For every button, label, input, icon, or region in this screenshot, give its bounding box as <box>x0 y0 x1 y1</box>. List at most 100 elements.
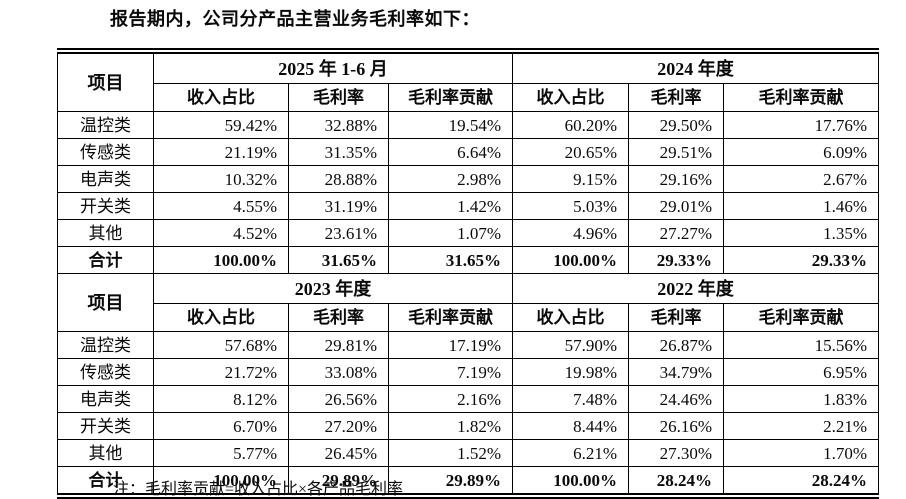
cell-value: 21.19% <box>153 138 289 166</box>
cell-value: 15.56% <box>723 331 880 359</box>
cell-value: 17.19% <box>387 331 514 359</box>
cell-value: 9.15% <box>512 165 630 193</box>
cell-value: 29.51% <box>628 138 725 166</box>
cell-value: 29.33% <box>628 246 725 274</box>
cell-value: 19.54% <box>387 111 514 139</box>
cell-value: 19.98% <box>512 358 630 386</box>
cell-value: 28.24% <box>723 466 880 497</box>
cell-value: 31.35% <box>288 138 389 166</box>
cell-value: 1.42% <box>387 192 514 220</box>
cell-value: 23.61% <box>288 219 389 247</box>
cell-value: 29.33% <box>723 246 880 274</box>
cell-value: 5.77% <box>153 439 289 467</box>
cell-value: 34.79% <box>628 358 725 386</box>
cell-value: 57.90% <box>512 331 630 359</box>
gross-margin-table: 项目 2025 年 1-6 月 2024 年度 收入占比 毛利率 毛利率贡献 收… <box>57 48 880 499</box>
row-label: 温控类 <box>57 111 154 139</box>
cell-value: 31.65% <box>387 246 514 274</box>
cell-value: 28.24% <box>628 466 725 497</box>
cell-value: 10.32% <box>153 165 289 193</box>
row-label: 开关类 <box>57 192 154 220</box>
col-header-margin-contribution: 毛利率贡献 <box>387 303 514 332</box>
cell-value: 31.19% <box>288 192 389 220</box>
cell-value: 4.55% <box>153 192 289 220</box>
page-title: 报告期内，公司分产品主营业务毛利率如下： <box>110 9 480 29</box>
col-header-margin-contribution: 毛利率贡献 <box>723 303 880 332</box>
row-label: 温控类 <box>57 331 154 359</box>
cell-value: 26.87% <box>628 331 725 359</box>
cell-value: 5.03% <box>512 192 630 220</box>
cell-value: 29.01% <box>628 192 725 220</box>
item-header: 项目 <box>57 50 154 112</box>
col-header-margin-contribution: 毛利率贡献 <box>723 83 880 112</box>
col-header-revenue-share: 收入占比 <box>512 303 630 332</box>
table-row-total: 合计 100.00% 31.65% 31.65% 100.00% 29.33% … <box>57 246 880 274</box>
table-row: 传感类 21.72% 33.08% 7.19% 19.98% 34.79% 6.… <box>57 358 880 386</box>
table-row: 其他 5.77% 26.45% 1.52% 6.21% 27.30% 1.70% <box>57 439 880 467</box>
cell-value: 21.72% <box>153 358 289 386</box>
cell-value: 2.98% <box>387 165 514 193</box>
period-header-2023: 2023 年度 <box>152 273 514 304</box>
cell-value: 2.21% <box>723 412 880 440</box>
col-header-revenue-share: 收入占比 <box>153 83 289 112</box>
cell-value: 26.16% <box>628 412 725 440</box>
row-label: 合计 <box>57 246 154 274</box>
cell-value: 1.83% <box>723 385 880 413</box>
cell-value: 27.20% <box>288 412 389 440</box>
row-label: 传感类 <box>57 358 154 386</box>
table-row: 开关类 6.70% 27.20% 1.82% 8.44% 26.16% 2.21… <box>57 412 880 440</box>
cell-value: 29.89% <box>387 466 514 497</box>
table-row: 开关类 4.55% 31.19% 1.42% 5.03% 29.01% 1.46… <box>57 192 880 220</box>
cell-value: 6.95% <box>723 358 880 386</box>
cell-value: 1.52% <box>387 439 514 467</box>
cell-value: 2.16% <box>387 385 514 413</box>
col-header-margin-contribution: 毛利率贡献 <box>387 83 514 112</box>
cell-value: 29.81% <box>288 331 389 359</box>
col-header-revenue-share: 收入占比 <box>512 83 630 112</box>
period-header-2022: 2022 年度 <box>512 273 880 304</box>
cell-value: 1.82% <box>387 412 514 440</box>
cell-value: 7.48% <box>512 385 630 413</box>
cell-value: 26.56% <box>288 385 389 413</box>
cell-value: 26.45% <box>288 439 389 467</box>
row-label: 开关类 <box>57 412 154 440</box>
cell-value: 27.30% <box>628 439 725 467</box>
col-header-gross-margin: 毛利率 <box>288 83 389 112</box>
cell-value: 8.12% <box>153 385 289 413</box>
table-row: 其他 4.52% 23.61% 1.07% 4.96% 27.27% 1.35% <box>57 219 880 247</box>
cell-value: 32.88% <box>288 111 389 139</box>
item-header: 项目 <box>57 273 154 332</box>
cell-value: 29.16% <box>628 165 725 193</box>
period-header-2024: 2024 年度 <box>512 50 880 84</box>
table-row: 温控类 57.68% 29.81% 17.19% 57.90% 26.87% 1… <box>57 331 880 359</box>
table-row: 电声类 10.32% 28.88% 2.98% 9.15% 29.16% 2.6… <box>57 165 880 193</box>
table-row: 传感类 21.19% 31.35% 6.64% 20.65% 29.51% 6.… <box>57 138 880 166</box>
cell-value: 1.46% <box>723 192 880 220</box>
cell-value: 7.19% <box>387 358 514 386</box>
table-footnote: 注：毛利率贡献=收入占比×各产品毛利率 <box>113 481 404 498</box>
cell-value: 6.09% <box>723 138 880 166</box>
cell-value: 29.50% <box>628 111 725 139</box>
table-row: 电声类 8.12% 26.56% 2.16% 7.48% 24.46% 1.83… <box>57 385 880 413</box>
row-label: 其他 <box>57 219 154 247</box>
row-label: 其他 <box>57 439 154 467</box>
cell-value: 31.65% <box>288 246 389 274</box>
cell-value: 2.67% <box>723 165 880 193</box>
cell-value: 27.27% <box>628 219 725 247</box>
cell-value: 60.20% <box>512 111 630 139</box>
row-label: 电声类 <box>57 385 154 413</box>
table-row: 温控类 59.42% 32.88% 19.54% 60.20% 29.50% 1… <box>57 111 880 139</box>
col-header-gross-margin: 毛利率 <box>628 83 725 112</box>
cell-value: 1.70% <box>723 439 880 467</box>
cell-value: 100.00% <box>512 246 630 274</box>
cell-value: 33.08% <box>288 358 389 386</box>
cell-value: 1.35% <box>723 219 880 247</box>
cell-value: 4.96% <box>512 219 630 247</box>
row-label: 传感类 <box>57 138 154 166</box>
cell-value: 6.21% <box>512 439 630 467</box>
cell-value: 8.44% <box>512 412 630 440</box>
row-label: 电声类 <box>57 165 154 193</box>
cell-value: 57.68% <box>153 331 289 359</box>
cell-value: 6.64% <box>387 138 514 166</box>
cell-value: 1.07% <box>387 219 514 247</box>
